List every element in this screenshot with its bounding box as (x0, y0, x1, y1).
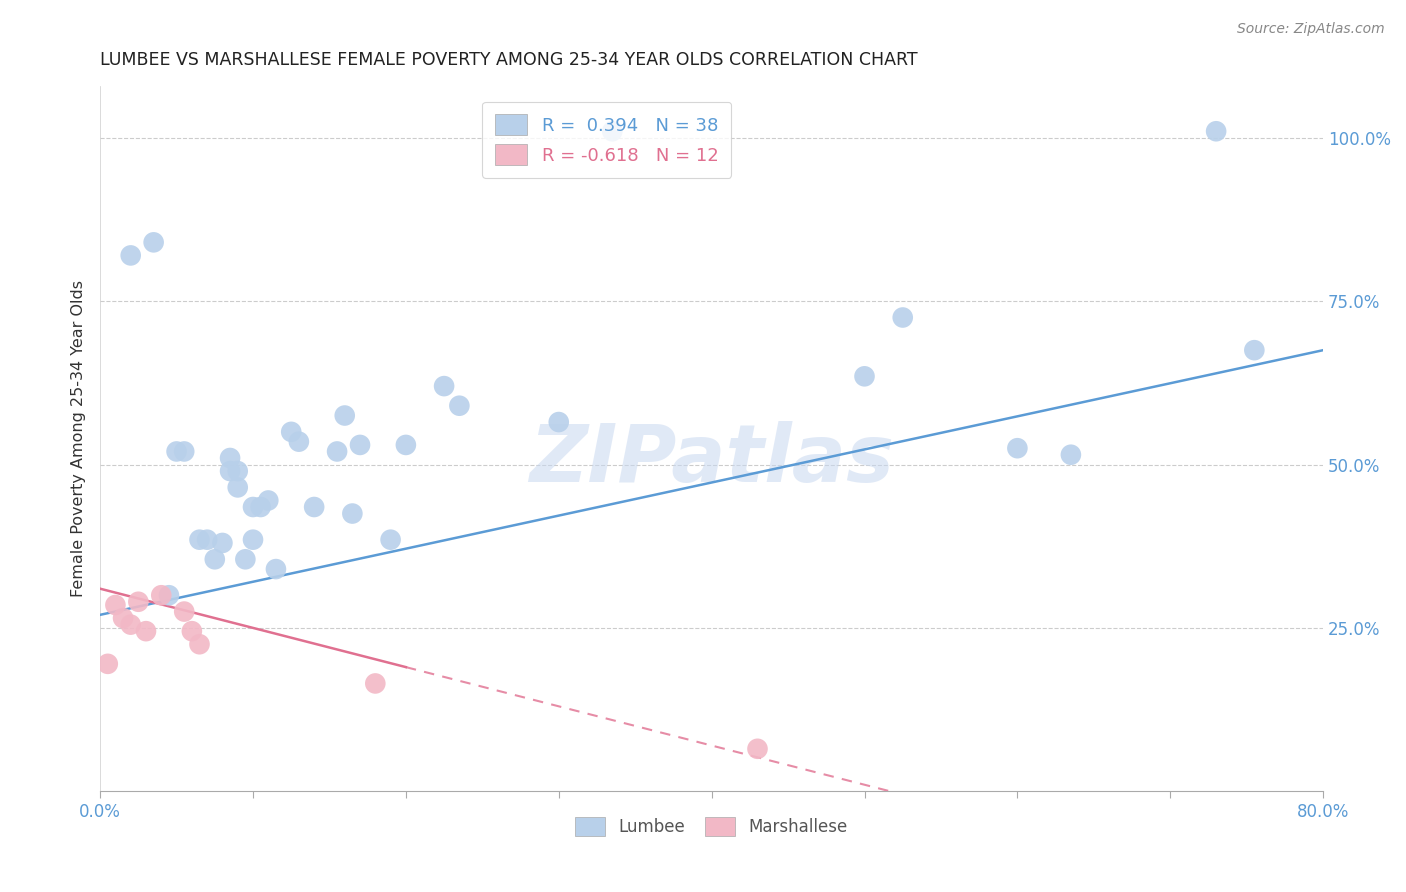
Point (1007, 441, 1029, 455)
Point (242, 533, 264, 547)
Text: LUMBEE VS MARSHALLESE FEMALE POVERTY AMONG 25-34 YEAR OLDS CORRELATION CHART: LUMBEE VS MARSHALLESE FEMALE POVERTY AMO… (100, 51, 918, 69)
Point (342, 507, 364, 521)
Point (1243, 343, 1265, 358)
Point (219, 464, 242, 478)
Point (157, 588, 180, 602)
Point (433, 379, 456, 393)
Point (853, 369, 876, 384)
Point (280, 425, 302, 439)
Point (219, 450, 242, 465)
Point (333, 409, 356, 423)
Point (211, 536, 233, 550)
Point (127, 595, 149, 609)
Point (364, 676, 387, 690)
Point (226, 480, 249, 494)
Point (204, 552, 226, 566)
Point (135, 624, 157, 639)
Point (380, 533, 402, 547)
Point (180, 624, 202, 639)
Point (600, 124, 623, 138)
Point (449, 399, 471, 413)
Point (249, 500, 271, 514)
Point (112, 611, 135, 625)
Legend: Lumbee, Marshallese: Lumbee, Marshallese (568, 810, 855, 843)
Y-axis label: Female Poverty Among 25-34 Year Olds: Female Poverty Among 25-34 Year Olds (72, 280, 86, 597)
Point (97, 657, 120, 671)
Point (120, 617, 142, 632)
Point (891, 310, 914, 325)
Text: Source: ZipAtlas.com: Source: ZipAtlas.com (1237, 22, 1385, 37)
Point (288, 434, 311, 449)
Point (264, 562, 287, 576)
Point (1060, 448, 1083, 462)
Point (226, 464, 249, 478)
Point (235, 552, 257, 566)
Point (547, 415, 569, 429)
Point (166, 444, 188, 458)
Point (150, 588, 173, 602)
Point (120, 248, 142, 262)
Point (188, 533, 211, 547)
Point (104, 598, 127, 612)
Point (302, 500, 325, 514)
Point (395, 438, 418, 452)
Point (173, 605, 195, 619)
Point (326, 444, 349, 458)
Point (188, 637, 211, 651)
Point (173, 444, 195, 458)
Point (747, 741, 769, 756)
Point (142, 235, 165, 250)
Point (195, 533, 218, 547)
Point (349, 438, 371, 452)
Text: ZIPatlas: ZIPatlas (529, 420, 894, 499)
Point (1205, 124, 1227, 138)
Point (257, 493, 280, 508)
Point (242, 500, 264, 514)
